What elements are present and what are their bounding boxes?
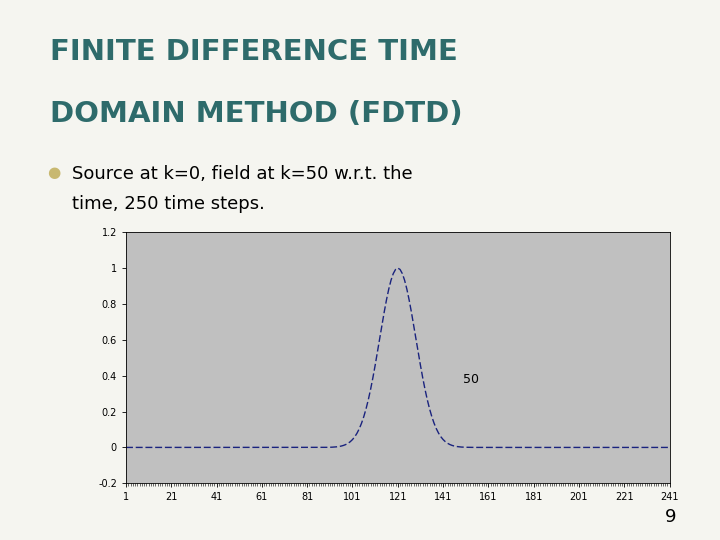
- Text: DOMAIN METHOD (FDTD): DOMAIN METHOD (FDTD): [50, 100, 463, 128]
- Text: 9: 9: [665, 509, 677, 526]
- Text: FINITE DIFFERENCE TIME: FINITE DIFFERENCE TIME: [50, 38, 458, 66]
- Text: time, 250 time steps.: time, 250 time steps.: [72, 195, 265, 213]
- Text: 50: 50: [464, 373, 480, 386]
- Text: ●: ●: [47, 165, 60, 180]
- Text: Source at k=0, field at k=50 w.r.t. the: Source at k=0, field at k=50 w.r.t. the: [72, 165, 413, 183]
